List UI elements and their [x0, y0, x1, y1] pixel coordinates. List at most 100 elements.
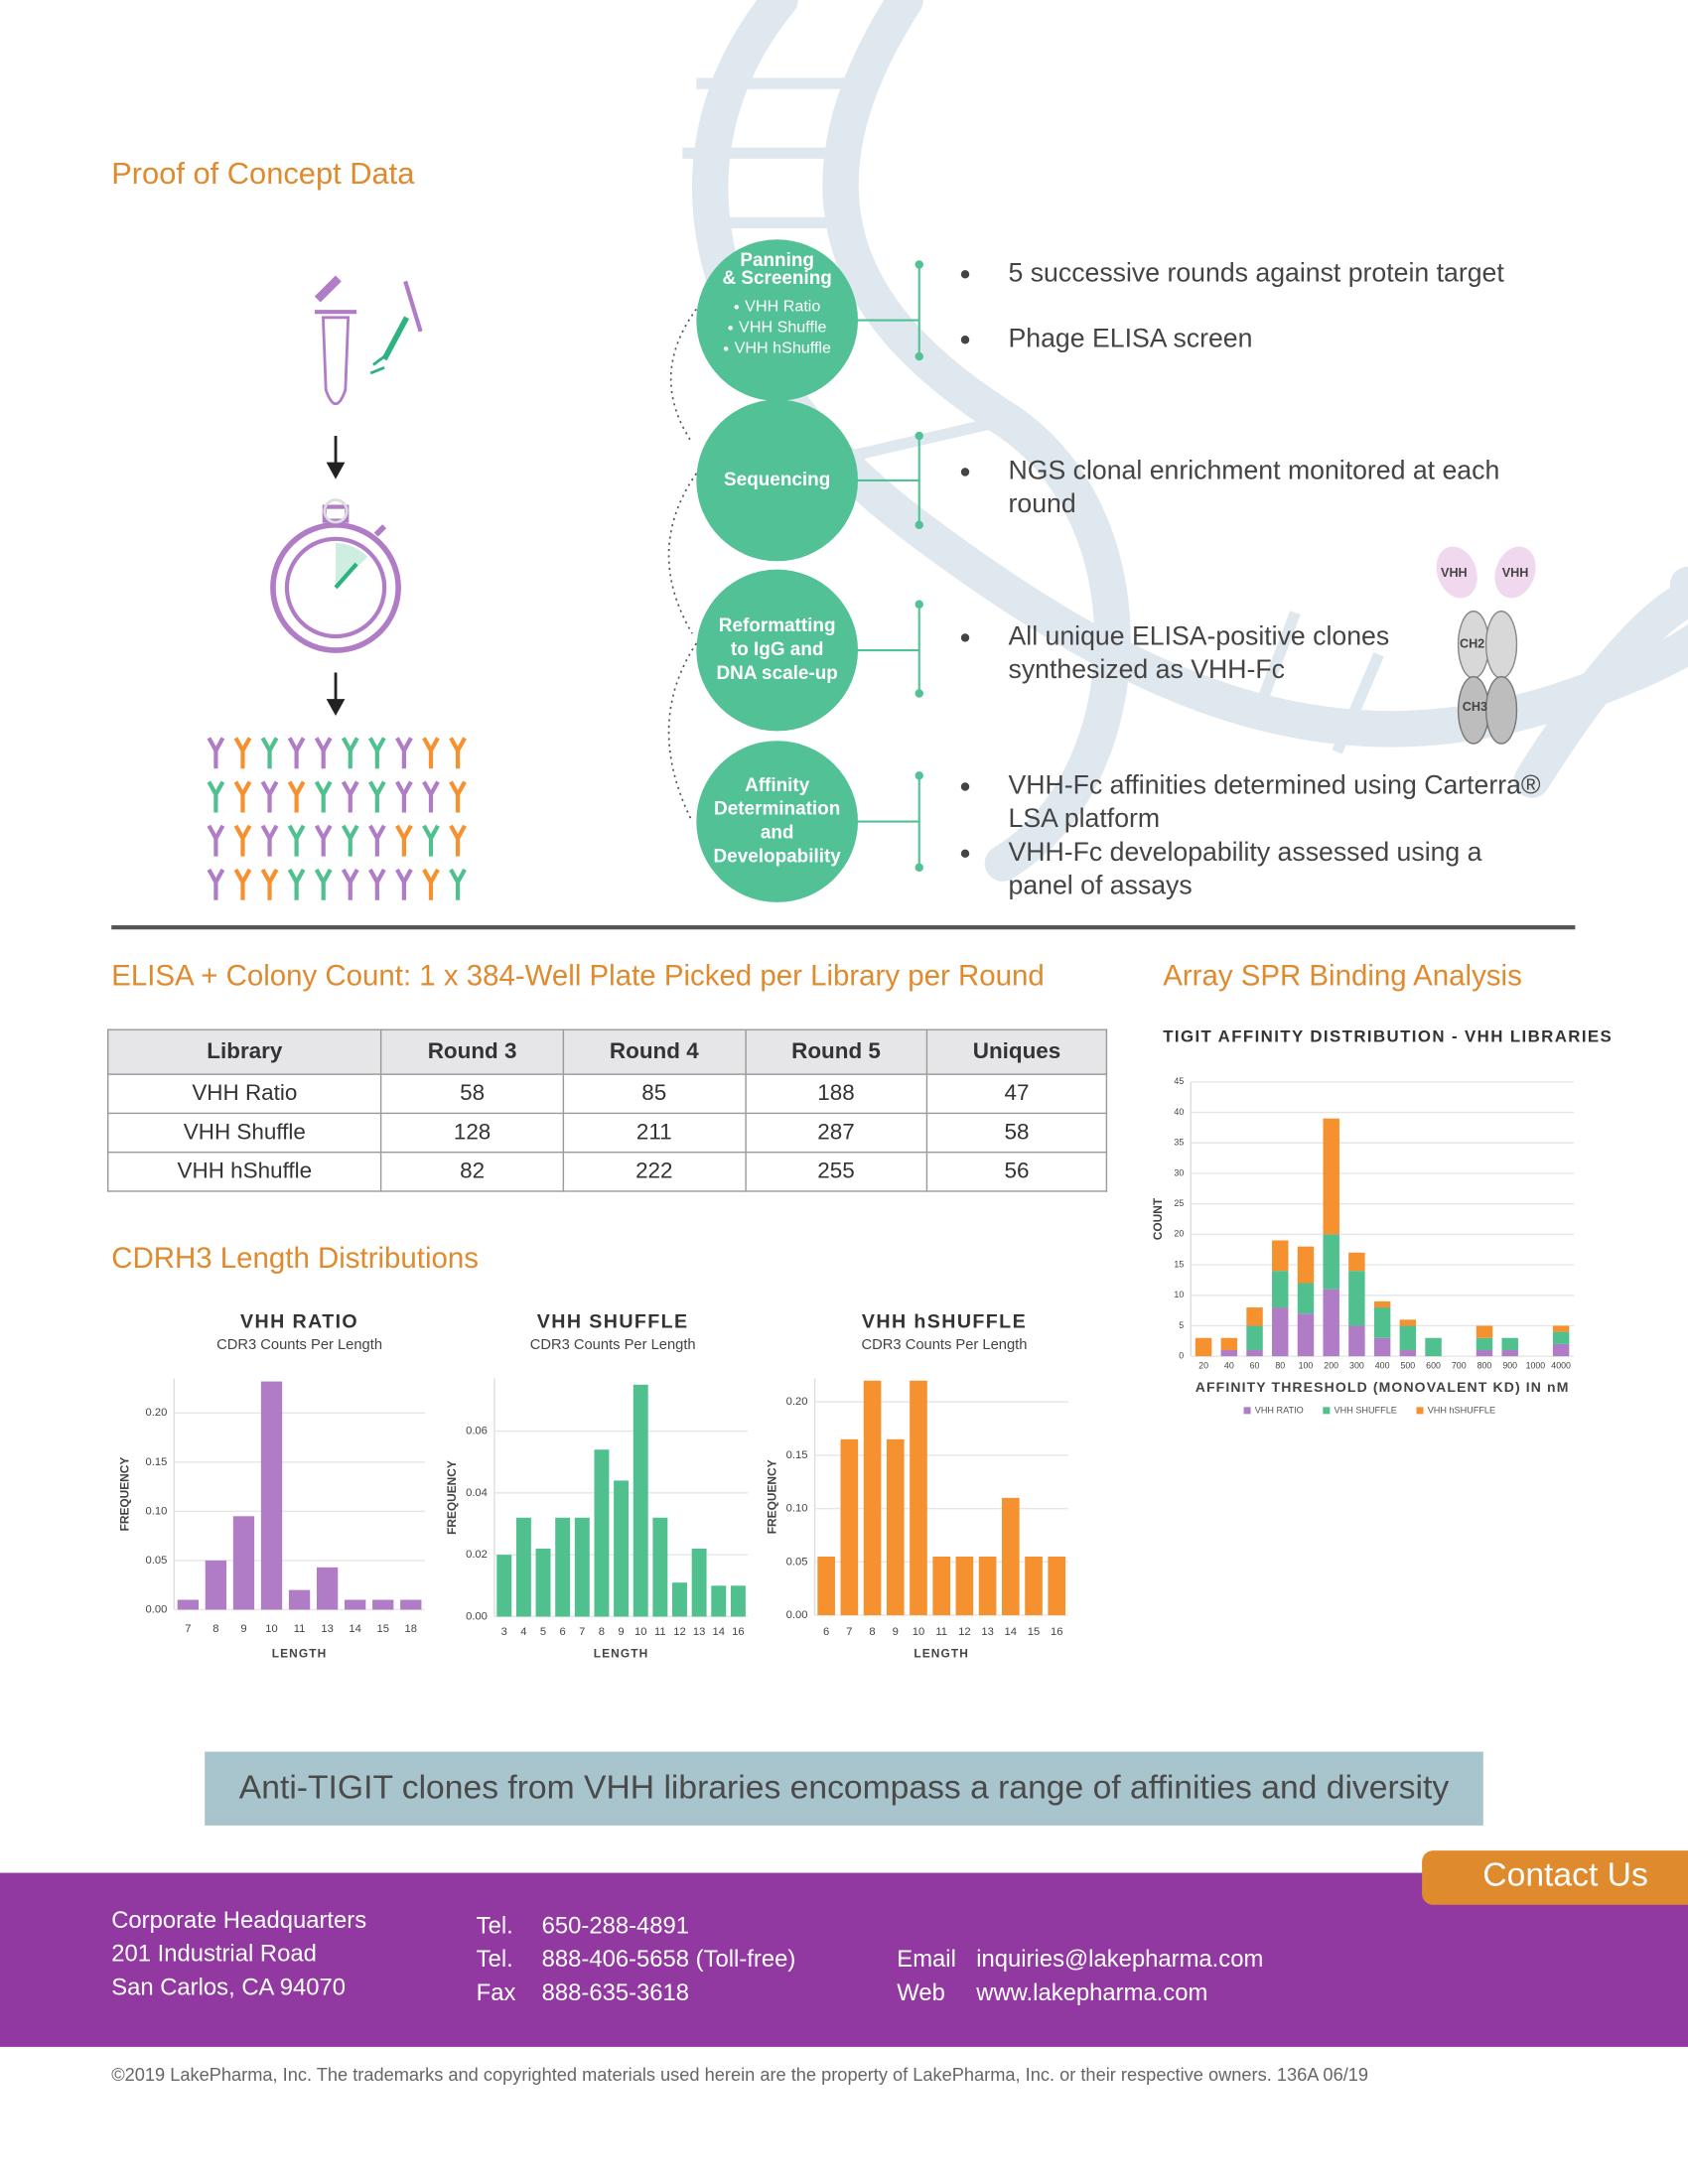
- table-cell: VHH Shuffle: [107, 1112, 382, 1154]
- table-cell: 47: [925, 1073, 1108, 1115]
- x-axis-title: LENGTH: [272, 1646, 328, 1660]
- chart-title: TIGIT AFFINITY DISTRIBUTION - VHH LIBRAR…: [1163, 1026, 1613, 1045]
- step-circle: [696, 239, 859, 401]
- x-tick-label: 4000: [1551, 1360, 1571, 1370]
- x-tick-label: 60: [1250, 1360, 1260, 1370]
- step-circle: [696, 569, 859, 732]
- y-tick-label: 0.00: [145, 1603, 167, 1615]
- section-title: ELISA + Colony Count: 1 x 384-Well Plate…: [111, 959, 1045, 992]
- bar-segment: [1348, 1252, 1365, 1272]
- address-line: 201 Industrial Road: [111, 1941, 317, 1968]
- table-cell: 56: [925, 1151, 1108, 1192]
- bar-segment: [1323, 1289, 1339, 1357]
- legend-label: VHH hSHUFFLE: [1428, 1405, 1495, 1415]
- bar: [535, 1548, 551, 1617]
- table-header-cell: Library: [107, 1028, 382, 1075]
- section-title: Array SPR Binding Analysis: [1163, 959, 1522, 992]
- chart-subtitle: CDR3 Counts Per Length: [530, 1337, 696, 1353]
- x-tick-label: 8: [212, 1623, 218, 1635]
- x-tick-label: 200: [1324, 1360, 1338, 1370]
- bar: [672, 1582, 687, 1617]
- bar: [316, 1567, 339, 1610]
- antibody-glyph: [422, 737, 440, 769]
- antibody-glyph: [287, 868, 306, 900]
- antibody-glyph: [260, 824, 279, 857]
- y-tick-label: 0.10: [145, 1505, 167, 1517]
- antibody-glyph: [287, 737, 306, 769]
- bar-segment: [1476, 1350, 1493, 1357]
- x-tick-label: 14: [713, 1626, 725, 1638]
- antibody-glyph: [422, 824, 440, 857]
- antibody-glyph: [287, 780, 306, 813]
- x-tick-label: 100: [1299, 1360, 1314, 1370]
- x-tick-label: 3: [501, 1626, 507, 1638]
- bullet-dot: [960, 849, 970, 859]
- x-tick-label: 14: [1005, 1626, 1017, 1638]
- antibody-glyph: [233, 868, 252, 900]
- bar: [574, 1517, 590, 1617]
- antibody-glyph: [207, 868, 225, 900]
- antibody-label: VHH: [1441, 566, 1468, 580]
- x-axis-title: AFFINITY THRESHOLD (MONOVALENT KD) IN nM: [1196, 1379, 1570, 1395]
- banner-bg: [205, 1751, 1483, 1826]
- table-header-cell: Uniques: [925, 1028, 1108, 1075]
- bar-segment: [1272, 1240, 1289, 1272]
- x-tick-label: 11: [935, 1626, 947, 1638]
- contact-label[interactable]: Contact Us: [1482, 1857, 1647, 1894]
- x-tick-label: 14: [349, 1623, 360, 1635]
- antibody-diagram: [1436, 546, 1536, 745]
- bar-segment: [1323, 1234, 1339, 1290]
- bar: [932, 1556, 951, 1616]
- x-tick-label: 700: [1452, 1360, 1467, 1370]
- table-cell: 82: [380, 1151, 564, 1192]
- bullet-text: VHH-Fc developability assessed using a p…: [1008, 838, 1482, 901]
- table-cell: 287: [744, 1112, 928, 1154]
- x-tick-label: 10: [265, 1623, 277, 1635]
- bar: [978, 1556, 997, 1616]
- bar-segment: [1297, 1283, 1315, 1314]
- antibody-glyph: [449, 780, 467, 813]
- bracket-dot: [914, 771, 923, 780]
- x-tick-label: 16: [1051, 1626, 1062, 1638]
- bar-segment: [1501, 1350, 1518, 1357]
- step-library-dot: [734, 305, 740, 310]
- step-title: DNA scale-up: [717, 663, 838, 684]
- y-tick-label: 0: [1179, 1350, 1184, 1360]
- x-tick-label: 12: [673, 1626, 685, 1638]
- x-tick-label: 20: [1198, 1360, 1208, 1370]
- contact-label: Tel.: [477, 1946, 513, 1973]
- y-tick-label: 45: [1174, 1076, 1184, 1086]
- antibody-glyph: [422, 780, 440, 813]
- bar-segment: [1425, 1337, 1442, 1357]
- x-tick-label: 40: [1224, 1360, 1234, 1370]
- stopwatch-icon: [270, 498, 401, 653]
- step-circle: [696, 399, 859, 562]
- bar: [730, 1585, 746, 1617]
- dna-rungs: [682, 77, 1384, 754]
- bracket-dot: [914, 600, 923, 609]
- y-tick-label: 0.15: [145, 1456, 167, 1468]
- bracket-dot: [914, 260, 923, 269]
- table-row: VHH Ratio 58 85 188 47: [107, 1073, 1108, 1115]
- banner: Anti-TIGIT clones from VHH libraries enc…: [239, 1769, 1450, 1806]
- contact-button[interactable]: [1422, 1850, 1688, 1905]
- bar: [515, 1517, 531, 1617]
- x-tick-label: 15: [376, 1623, 388, 1635]
- step-title: Affinity: [745, 775, 810, 796]
- bar: [652, 1517, 668, 1617]
- x-tick-label: 800: [1477, 1360, 1492, 1370]
- bullet-dot: [960, 468, 970, 477]
- x-tick-label: 16: [732, 1626, 744, 1638]
- antibody-label: VHH: [1502, 566, 1529, 580]
- step-title: Panning: [740, 250, 814, 271]
- chart-subtitle: CDR3 Counts Per Length: [862, 1337, 1028, 1353]
- bar: [496, 1555, 512, 1617]
- antibody-glyph: [207, 780, 225, 813]
- table-cell: 211: [562, 1112, 747, 1154]
- contact-value: 888-406-5658 (Toll-free): [542, 1946, 796, 1973]
- address-line: Corporate Headquarters: [111, 1907, 366, 1934]
- x-tick-label: 11: [294, 1623, 306, 1635]
- x-tick-label: 4: [520, 1626, 526, 1638]
- bar-segment: [1373, 1300, 1391, 1308]
